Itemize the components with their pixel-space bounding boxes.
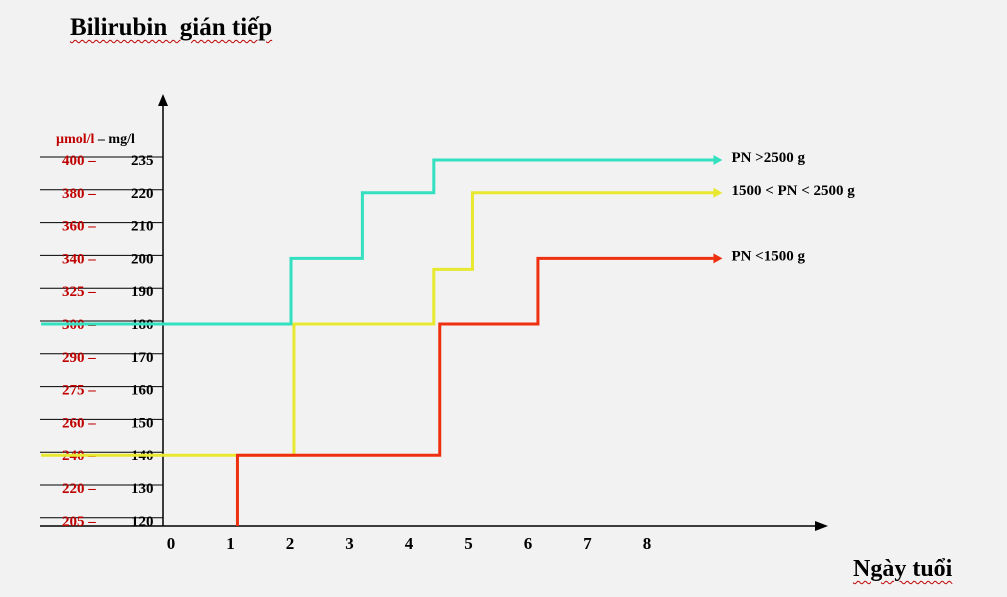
series-arrow-2 [713,253,723,264]
x-tick-label: 4 [405,534,414,553]
y-tick-label-mg: 130 [131,481,154,497]
y-tick-label-mg: 190 [131,284,154,300]
y-tick-label-mg: 235 [131,153,154,169]
unit-dash: – [94,132,108,147]
x-tick-label: 0 [167,534,176,553]
y-tick-label-mg: 170 [131,350,154,366]
y-axis-units: µmol/l – mg/l [56,132,135,147]
x-tick-label: 8 [643,534,652,553]
x-axis-label: Ngày tuổi [853,556,953,582]
chart-title: Bilirubin gián tiếp [70,14,273,41]
x-tick-label: 1 [226,534,235,553]
series-label-1: 1500 < PN < 2500 g [731,183,855,199]
x-tick-label: 5 [464,534,473,553]
y-tick-label-umol: 400 – [62,153,96,169]
x-tick-label: 3 [345,534,354,553]
series-labels: PN >2500 g 1500 < PN < 2500 g PN <1500 g [731,150,855,264]
y-tick-lines [40,156,163,519]
series-arrow-1 [713,187,723,198]
y-tick-label-mg: 210 [131,219,154,235]
y-tick-label-mg: 150 [131,415,154,431]
x-tick-label: 2 [286,534,295,553]
series-label-2: PN <1500 g [731,248,805,264]
y-tick-label-umol: 290 – [62,350,96,366]
series-label-0: PN >2500 g [731,150,805,166]
x-tick-labels: 0 1 2 3 4 5 6 7 8 [167,534,652,553]
y-tick-label-umol: 260 – [62,415,96,431]
y-tick-label-umol: 275 – [62,383,96,399]
y-tick-label-mg: 120 [131,514,154,530]
mg-unit: mg/l [108,132,135,147]
y-tick-label-umol: 360 – [62,219,96,235]
x-axis-arrow [815,521,828,531]
umol-unit: µmol/l [56,132,95,147]
y-tick-label-umol: 220 – [62,481,96,497]
series-line-1 [41,191,714,457]
series-line-2 [235,256,714,526]
y-tick-label-umol: 205 – [62,514,96,530]
y-tick-labels: 400 – 235 380 – 220 360 – 210 340 – 200 325 – 190… [62,153,154,530]
series-arrow-0 [713,155,723,165]
x-tick-label: 7 [583,534,592,553]
y-tick-label-mg: 200 [131,251,154,267]
y-tick-label-umol: 325 – [62,284,96,300]
y-tick-label-umol: 340 – [62,251,96,267]
y-tick-label-umol: 380 – [62,186,96,202]
series-line-0 [41,158,714,326]
series-lines [41,155,723,526]
x-tick-label: 6 [524,534,533,553]
y-axis-arrow [158,94,168,106]
y-tick-label-mg: 160 [131,383,154,399]
y-tick-label-mg: 220 [131,186,154,202]
